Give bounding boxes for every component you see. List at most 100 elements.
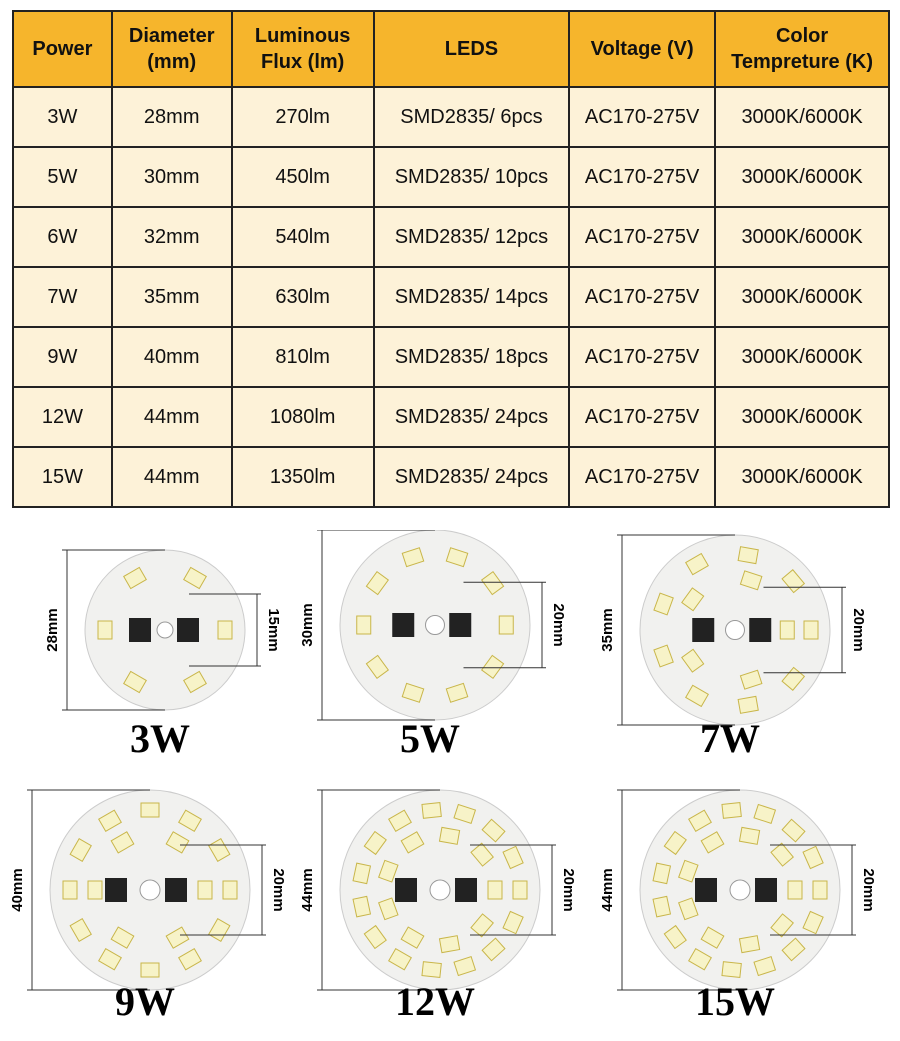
- diameter-label: 30mm: [299, 603, 316, 646]
- hole: [429, 879, 451, 901]
- table-cell: SMD2835/ 6pcs: [372, 86, 571, 148]
- caption: 15W: [695, 979, 775, 1024]
- led: [652, 862, 672, 885]
- led: [502, 845, 524, 870]
- led: [753, 956, 777, 977]
- led: [388, 809, 412, 832]
- chip: [449, 613, 472, 637]
- led: [470, 913, 494, 938]
- table-cell: SMD2835/ 14pcs: [372, 266, 571, 328]
- table-cell: 810lm: [230, 326, 375, 388]
- table-row: 5W 30mm 450lm SMD2835/ 10pcs AC170-275V 3000K…: [12, 146, 890, 208]
- led: [178, 948, 202, 971]
- led: [737, 546, 759, 565]
- led: [721, 961, 742, 979]
- led: [737, 695, 759, 714]
- chip: [455, 878, 477, 902]
- table-cell: SMD2835/ 12pcs: [372, 206, 571, 268]
- table-cell: 450lm: [230, 146, 375, 208]
- led: [421, 961, 442, 979]
- table-cell: 5W: [12, 146, 113, 208]
- chip: [749, 618, 772, 642]
- chip: [695, 878, 717, 902]
- led: [378, 897, 399, 921]
- led: [678, 859, 699, 883]
- table-row: 9W 40mm 810lm SMD2835/ 18pcs AC170-275V 3000K…: [12, 326, 890, 388]
- led: [738, 935, 761, 954]
- led: [110, 926, 135, 949]
- led: [356, 615, 372, 635]
- led: [700, 926, 725, 949]
- chip: [165, 878, 187, 902]
- led: [365, 654, 390, 679]
- table-cell: 3000K/6000K: [714, 266, 890, 328]
- led: [140, 962, 160, 978]
- led: [685, 552, 709, 576]
- led: [803, 620, 819, 640]
- caption: 5W: [400, 716, 460, 761]
- led: [363, 830, 387, 856]
- table-cell: 12W: [12, 386, 113, 448]
- led: [165, 831, 190, 854]
- table-cell: SMD2835/ 18pcs: [372, 326, 571, 388]
- led: [217, 620, 233, 640]
- led: [98, 809, 122, 832]
- table-cell: 270lm: [230, 86, 375, 148]
- spacing-label: 20mm: [550, 603, 567, 646]
- led: [197, 880, 213, 900]
- table-cell: 6W: [12, 206, 113, 268]
- table-row: 6W 32mm 540lm SMD2835/ 12pcs AC170-275V 3000K…: [12, 206, 890, 268]
- chip: [129, 618, 151, 642]
- led: [487, 880, 503, 900]
- led: [400, 926, 425, 949]
- table-cell: AC170-275V: [568, 86, 717, 148]
- led: [480, 571, 505, 596]
- led: [678, 897, 699, 921]
- led: [770, 913, 794, 938]
- led: [183, 670, 207, 694]
- table-cell: AC170-275V: [568, 386, 717, 448]
- table-cell: AC170-275V: [568, 446, 717, 508]
- table-row: 12W 44mm 1080lm SMD2835/ 24pcs AC170-275V 300…: [12, 386, 890, 448]
- led: [438, 826, 461, 845]
- header-cell: Voltage (V): [568, 10, 717, 88]
- table-cell: 35mm: [110, 266, 233, 328]
- led: [802, 910, 824, 935]
- table-cell: 32mm: [110, 206, 233, 268]
- led: [123, 670, 147, 694]
- led: [140, 802, 160, 818]
- spacing-label: 20mm: [860, 868, 877, 911]
- led: [421, 801, 442, 819]
- table-cell: 7W: [12, 266, 113, 328]
- led: [653, 644, 674, 668]
- chip: [392, 613, 415, 637]
- led: [512, 880, 528, 900]
- table-cell: 3000K/6000K: [714, 146, 890, 208]
- table-cell: SMD2835/ 24pcs: [372, 386, 571, 448]
- led: [498, 615, 514, 635]
- table-cell: 3000K/6000K: [714, 206, 890, 268]
- table-cell: 1080lm: [230, 386, 375, 448]
- spacing-label: 15mm: [265, 608, 282, 651]
- led: [388, 948, 412, 971]
- hole: [425, 615, 445, 635]
- spacing-label: 20mm: [560, 868, 577, 911]
- led: [401, 682, 425, 703]
- led: [781, 937, 806, 962]
- led: [453, 956, 477, 977]
- led: [481, 937, 506, 962]
- led: [681, 587, 705, 612]
- header-cell: Color Tempreture (K): [714, 10, 890, 88]
- table-cell: 15W: [12, 446, 113, 508]
- table-cell: 630lm: [230, 266, 375, 328]
- led: [445, 547, 469, 568]
- header-cell: Luminous Flux (lm): [230, 10, 375, 88]
- led: [802, 845, 824, 870]
- header-row: Power Diameter (mm) Luminous Flux (lm) LEDS…: [12, 10, 890, 88]
- table-cell: AC170-275V: [568, 146, 717, 208]
- led: [738, 826, 761, 845]
- led: [352, 862, 372, 885]
- chip: [395, 878, 417, 902]
- led: [401, 547, 425, 568]
- table-cell: 3W: [12, 86, 113, 148]
